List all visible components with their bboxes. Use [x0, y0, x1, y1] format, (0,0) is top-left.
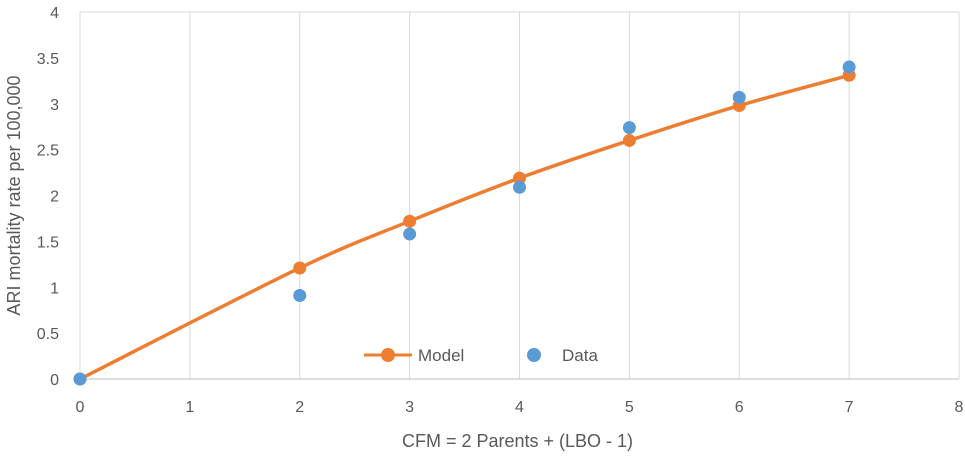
- model-point: [622, 133, 636, 147]
- legend-model-marker: [381, 348, 395, 362]
- legend: Model Data: [364, 346, 598, 365]
- y-tick-label: 1: [50, 280, 59, 297]
- y-tick-label: 0.5: [37, 326, 59, 343]
- data-point: [513, 180, 526, 194]
- x-tick-label: 6: [735, 399, 744, 416]
- x-tick-label: 0: [76, 399, 85, 416]
- data-point: [622, 121, 636, 135]
- y-tick-label: 0: [50, 372, 59, 389]
- data-point: [842, 60, 856, 74]
- model-series-line: [79, 73, 850, 381]
- x-tick-label: 2: [295, 399, 304, 416]
- legend-model-label: Model: [418, 346, 464, 365]
- y-tick-label: 3.5: [37, 51, 59, 68]
- series-layer: [73, 60, 856, 386]
- data-point: [293, 289, 307, 303]
- data-point: [403, 227, 417, 241]
- x-tick-label: 1: [185, 399, 194, 416]
- legend-data-marker: [527, 348, 541, 362]
- y-tick-label: 1.5: [37, 234, 59, 251]
- x-tick-label: 8: [955, 399, 964, 416]
- legend-data-label: Data: [562, 346, 598, 365]
- x-tick-labels: 0 1 2 3 4 5 6 7 8: [76, 399, 964, 416]
- model-point: [293, 261, 307, 275]
- model-point: [403, 214, 417, 228]
- y-tick-label: 2.5: [37, 143, 59, 160]
- x-axis-title: CFM = 2 Parents + (LBO - 1): [402, 431, 633, 451]
- x-tick-label: 7: [845, 399, 854, 416]
- y-tick-label: 4: [50, 5, 59, 22]
- data-point: [732, 90, 746, 104]
- y-tick-labels: 0 0.5 1 1.5 2 2.5 3 3.5 4: [37, 5, 59, 389]
- y-tick-label: 2: [50, 189, 59, 206]
- x-tick-label: 4: [515, 399, 524, 416]
- x-tick-label: 5: [625, 399, 634, 416]
- grid-lines: [79, 11, 960, 379]
- data-point: [73, 372, 87, 386]
- x-tick-label: 3: [405, 399, 414, 416]
- y-axis-title: ARI mortality rate per 100,000: [4, 75, 24, 315]
- y-tick-label: 3: [50, 97, 59, 114]
- model-point: [513, 171, 526, 185]
